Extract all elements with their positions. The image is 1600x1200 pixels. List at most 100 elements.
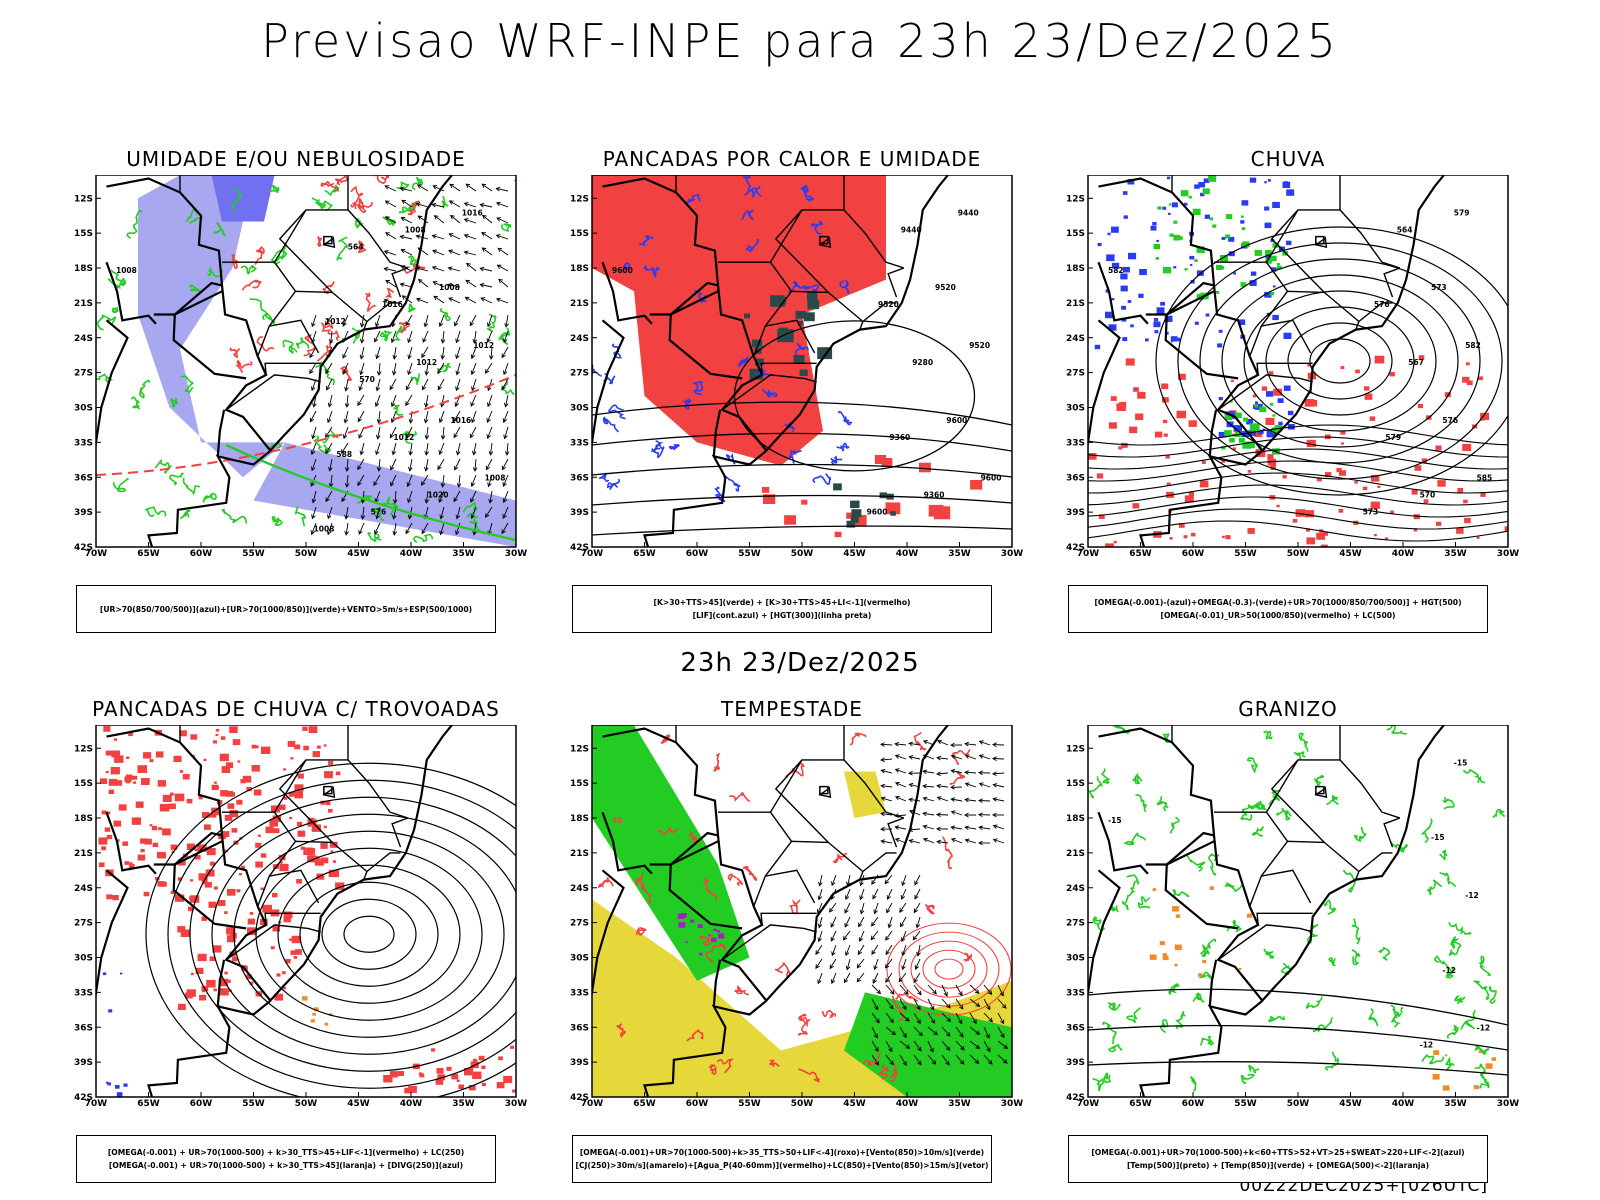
- main-title: Previsao WRF-INPE para 23h 23/Dez/2025: [261, 14, 1339, 68]
- contour-label: 1012: [416, 358, 437, 367]
- contour-label: 564: [348, 242, 364, 251]
- state-border: [1249, 869, 1312, 907]
- lat-tick-label: 33S: [1066, 438, 1085, 448]
- lon-tick-label: 45W: [1339, 1099, 1362, 1109]
- state-border: [887, 267, 905, 298]
- coastline: [643, 175, 950, 547]
- state-border: [391, 817, 409, 848]
- country-border: [1098, 177, 1251, 357]
- state-border: [1214, 811, 1289, 842]
- lon-tick-label: 45W: [1339, 549, 1362, 559]
- state-border: [1260, 840, 1360, 877]
- state-border: [774, 759, 829, 843]
- contour-label: 567: [1408, 358, 1424, 367]
- contour-label: 1008: [314, 525, 335, 534]
- lon-tick-label: 30W: [1001, 549, 1024, 559]
- lon-tick-label: 60W: [686, 1099, 709, 1109]
- state-border: [1249, 319, 1312, 357]
- contour-label: 1008: [439, 283, 460, 292]
- lat-tick-label: 42S: [74, 1093, 93, 1103]
- legend-box: [K>30+TTS>45](verde) + [K>30+TTS>45+LI<-…: [572, 585, 992, 633]
- lat-tick-label: 12S: [570, 194, 589, 204]
- lon-tick-label: 45W: [347, 1099, 370, 1109]
- state-border: [718, 261, 793, 292]
- state-border: [179, 725, 223, 743]
- map: 40 12S 15S 18S 21S 24S 27S 30S 33S 36S 39S 42S 70W 65…: [552, 725, 1032, 1125]
- country-border: [224, 905, 272, 1002]
- humidity-area: [253, 442, 516, 547]
- country-border: [1208, 409, 1218, 457]
- state-border: [721, 924, 817, 961]
- lon-tick-label: 50W: [1287, 1099, 1310, 1109]
- country-border: [1097, 261, 1149, 325]
- map-base: [1088, 725, 1446, 1097]
- legend-line: [Temp(500)](preto) + [Temp(850)](verde) …: [1126, 1161, 1430, 1170]
- map-base: [592, 175, 950, 547]
- coastline: [643, 725, 950, 1097]
- state-border: [278, 759, 333, 843]
- forecast-layer: 40: [592, 725, 1012, 1097]
- contour-label: 9520: [969, 341, 990, 350]
- lat-tick-label: 15S: [1066, 779, 1085, 789]
- lon-tick-label: 65W: [137, 549, 160, 559]
- lat-tick-label: 27S: [570, 369, 589, 379]
- state-border: [1256, 362, 1313, 375]
- contour-label: 9600: [946, 416, 967, 425]
- legend-line: [OMEGA(-0.001) + UR>70(1000-500) + k>30_…: [107, 1148, 465, 1157]
- contour-label: 573: [1431, 283, 1447, 292]
- country-border: [153, 831, 223, 866]
- legend-line: [OMEGA(-0.001)-(azul)+OMEGA(-0.3)-(verde…: [1094, 598, 1462, 607]
- lat-tick-label: 39S: [74, 1058, 93, 1068]
- lon-tick-label: 35W: [452, 1099, 475, 1109]
- state-border: [753, 319, 816, 357]
- panel-title: GRANIZO: [1238, 697, 1338, 721]
- state-border: [1256, 912, 1313, 925]
- hgt-contour: [592, 432, 1012, 452]
- legend-line: [CJ(250)>30m/s](amarelo)+[Agua_P(40-60mm…: [575, 1161, 989, 1170]
- df-marker: [819, 785, 829, 795]
- contour-label: 9520: [935, 283, 956, 292]
- lat-tick-label: 39S: [74, 508, 93, 518]
- wind-area: [844, 992, 1012, 1097]
- lat-tick-label: 24S: [1066, 884, 1085, 894]
- lon-tick-label: 30W: [1497, 549, 1520, 559]
- contour-label: 1020: [428, 491, 449, 500]
- map: -15 -12 -12 -15 -12 -15 -12 12S 15S 18S 21S 24S 27S 3…: [1048, 725, 1528, 1125]
- contour-label: 9600: [612, 266, 633, 275]
- lat-tick-label: 30S: [1066, 954, 1085, 964]
- lon-tick-label: 65W: [1129, 549, 1152, 559]
- country-border: [106, 177, 259, 357]
- contour-label: -12: [1477, 1024, 1491, 1033]
- state-border: [179, 175, 223, 193]
- subtitle-date: 23h 23/Dez/2025: [680, 648, 920, 678]
- hgt-contour: [592, 525, 1012, 536]
- lat-tick-label: 12S: [74, 194, 93, 204]
- lon-tick-label: 65W: [633, 1099, 656, 1109]
- lat-tick-label: 24S: [570, 884, 589, 894]
- state-border: [322, 236, 336, 248]
- state-border: [264, 362, 321, 375]
- map: 9600 9600 9520 9440 9600 9520 9360 9280 9440 9360…: [552, 175, 1032, 575]
- lat-tick-label: 33S: [74, 438, 93, 448]
- coastline: [147, 175, 454, 547]
- lat-tick-label: 12S: [74, 744, 93, 754]
- lon-tick-label: 35W: [1444, 1099, 1467, 1109]
- state-border: [222, 811, 297, 842]
- lat-tick-label: 36S: [570, 1023, 589, 1033]
- map: 1008 1008 1012 1016 1016 1008 1020 1012 1008 1012…: [56, 175, 536, 575]
- map: 582 585 582 579 576 573 570 567 564 579 576 573 12S 1…: [1048, 175, 1528, 575]
- state-border: [1270, 209, 1325, 293]
- lat-tick-label: 24S: [570, 334, 589, 344]
- country-border: [720, 905, 768, 1002]
- forecast-layer: -15 -12 -12 -15 -12 -15 -12: [1088, 725, 1508, 1097]
- contour-label: 582: [1465, 341, 1481, 350]
- country-border: [1088, 319, 1121, 450]
- map-svg: 1008 1008 1012 1016 1016 1008 1020 1012 1008 1012…: [74, 175, 527, 559]
- legend-line: [UR>70(850/700/500)](azul)+[UR>70(1000/8…: [99, 604, 473, 614]
- lon-tick-label: 35W: [948, 549, 971, 559]
- lat-tick-label: 12S: [1066, 744, 1085, 754]
- country-border: [153, 281, 223, 316]
